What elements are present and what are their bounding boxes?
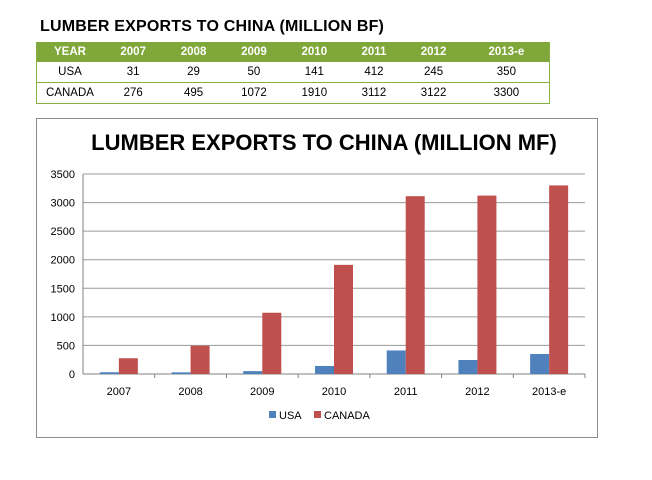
bar-usa-2011 xyxy=(386,350,406,374)
table-cell: 412 xyxy=(344,62,404,83)
legend-label-canada: CANADA xyxy=(324,410,371,422)
x-tick-label: 2007 xyxy=(107,386,131,398)
table-cell: 141 xyxy=(284,62,345,83)
x-tick-label: 2011 xyxy=(394,386,418,398)
table-cell: 495 xyxy=(163,82,224,104)
table-cell: 3300 xyxy=(463,82,550,104)
table-row-canada: CANADA 276 495 1072 1910 3112 3122 3300 xyxy=(36,82,550,104)
legend-swatch-canada xyxy=(314,411,321,418)
header-cell: 2009 xyxy=(223,42,285,62)
y-tick-label: 2000 xyxy=(51,255,75,267)
bar-usa-2012 xyxy=(458,360,478,374)
table-cell: 50 xyxy=(223,62,285,83)
table-header-row: YEAR 2007 2008 2009 2010 2011 2012 2013-… xyxy=(36,42,550,62)
bar-canada-2009 xyxy=(262,312,282,374)
header-cell: 2007 xyxy=(103,42,164,62)
x-tick-label: 2010 xyxy=(322,386,346,398)
exports-table: YEAR 2007 2008 2009 2010 2011 2012 2013-… xyxy=(36,42,550,104)
y-tick-label: 0 xyxy=(69,369,75,381)
y-tick-label: 2500 xyxy=(51,226,75,238)
chart-title: LUMBER EXPORTS TO CHINA (MILLION MF) xyxy=(91,130,557,155)
bar-canada-2010 xyxy=(334,264,353,374)
table-cell: 1910 xyxy=(284,82,345,104)
table-cell: 31 xyxy=(103,62,164,83)
header-cell: YEAR xyxy=(36,42,103,62)
table-title: LUMBER EXPORTS TO CHINA (MILLION BF) xyxy=(40,18,385,35)
bar-usa-2010 xyxy=(315,365,334,374)
x-tick-label: 2013-e xyxy=(532,386,566,398)
bar-canada-2013-e xyxy=(549,185,569,374)
legend-label-usa: USA xyxy=(279,410,302,422)
bar-usa-2008 xyxy=(171,372,191,374)
table-cell: 276 xyxy=(103,82,164,104)
y-tick-label: 3500 xyxy=(51,169,75,181)
bar-usa-2007 xyxy=(99,372,119,374)
bar-canada-2007 xyxy=(118,358,138,374)
header-cell: 2011 xyxy=(344,42,404,62)
header-cell: 2012 xyxy=(403,42,464,62)
header-cell: 2013-e xyxy=(463,42,550,62)
x-tick-label: 2008 xyxy=(178,386,202,398)
y-tick-label: 500 xyxy=(57,340,75,352)
header-cell: 2008 xyxy=(163,42,224,62)
bar-canada-2012 xyxy=(477,195,497,374)
y-tick-label: 3000 xyxy=(51,198,75,210)
y-tick-label: 1500 xyxy=(51,283,75,295)
table-cell: 3122 xyxy=(403,82,464,104)
header-cell: 2010 xyxy=(284,42,345,62)
table-cell: 29 xyxy=(163,62,224,83)
table-cell: 245 xyxy=(403,62,464,83)
bar-usa-2009 xyxy=(243,371,263,374)
table-cell: 1072 xyxy=(223,82,285,104)
row-label: CANADA xyxy=(36,82,103,104)
x-tick-label: 2012 xyxy=(465,386,489,398)
table-cell: 350 xyxy=(463,62,550,83)
bar-usa-2013-e xyxy=(530,354,550,374)
bar-canada-2011 xyxy=(405,196,425,374)
bar-chart: LUMBER EXPORTS TO CHINA (MILLION MF) 0 500… xyxy=(51,130,586,422)
y-tick-label: 1000 xyxy=(51,312,75,324)
table-cell: 3112 xyxy=(344,82,404,104)
bar-canada-2008 xyxy=(190,345,210,374)
x-tick-label: 2009 xyxy=(250,386,274,398)
table-row-usa: USA 31 29 50 141 412 245 350 xyxy=(36,62,550,83)
chart-container: LUMBER EXPORTS TO CHINA (MILLION MF) 0 500… xyxy=(36,118,598,438)
legend-swatch-usa xyxy=(269,411,276,418)
row-label: USA xyxy=(36,62,103,83)
